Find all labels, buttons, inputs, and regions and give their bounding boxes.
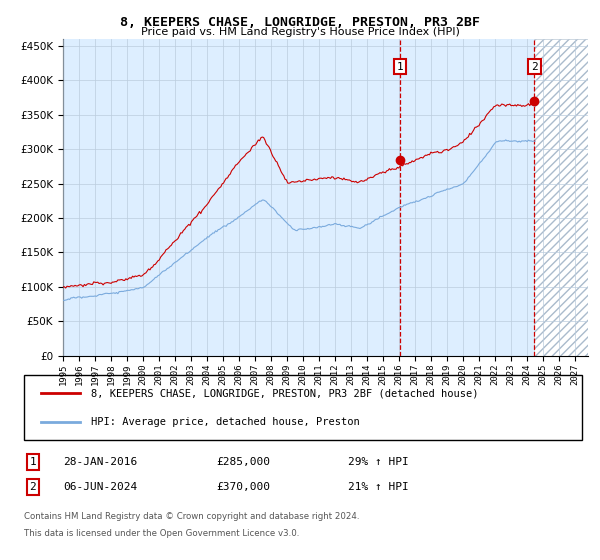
Text: 2: 2 xyxy=(29,482,37,492)
Text: £285,000: £285,000 xyxy=(216,457,270,467)
Text: £370,000: £370,000 xyxy=(216,482,270,492)
Text: 21% ↑ HPI: 21% ↑ HPI xyxy=(348,482,409,492)
Text: Contains HM Land Registry data © Crown copyright and database right 2024.: Contains HM Land Registry data © Crown c… xyxy=(24,512,359,521)
Text: 1: 1 xyxy=(29,457,37,467)
Text: 2: 2 xyxy=(531,62,538,72)
Bar xyxy=(535,39,596,356)
Bar xyxy=(535,39,596,356)
Text: Price paid vs. HM Land Registry's House Price Index (HPI): Price paid vs. HM Land Registry's House … xyxy=(140,27,460,37)
Text: 1: 1 xyxy=(397,62,404,72)
Text: This data is licensed under the Open Government Licence v3.0.: This data is licensed under the Open Gov… xyxy=(24,529,299,538)
Text: 8, KEEPERS CHASE, LONGRIDGE, PRESTON, PR3 2BF (detached house): 8, KEEPERS CHASE, LONGRIDGE, PRESTON, PR… xyxy=(91,388,478,398)
Text: 28-JAN-2016: 28-JAN-2016 xyxy=(63,457,137,467)
Text: 8, KEEPERS CHASE, LONGRIDGE, PRESTON, PR3 2BF: 8, KEEPERS CHASE, LONGRIDGE, PRESTON, PR… xyxy=(120,16,480,29)
Text: 29% ↑ HPI: 29% ↑ HPI xyxy=(348,457,409,467)
Text: HPI: Average price, detached house, Preston: HPI: Average price, detached house, Pres… xyxy=(91,417,360,427)
Text: 06-JUN-2024: 06-JUN-2024 xyxy=(63,482,137,492)
